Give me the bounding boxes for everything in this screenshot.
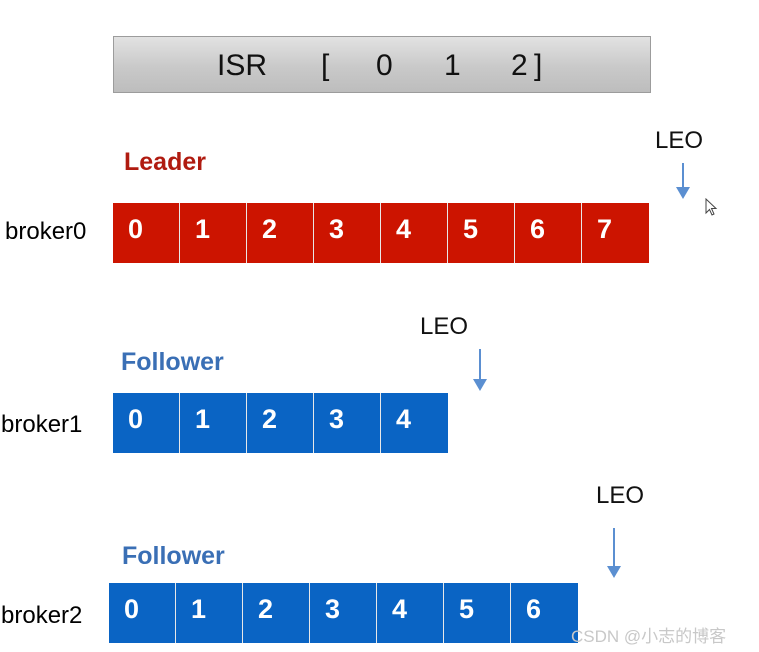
log-cell: 4 (377, 583, 444, 643)
follower2-leo-label: LEO (596, 482, 645, 509)
log-cell: 3 (314, 203, 381, 263)
isr-close-bracket: ] (534, 49, 543, 82)
follower1-role-label: Follower (121, 348, 224, 376)
broker1-label: broker1 (1, 411, 83, 438)
follower2-leo-arrow-icon (606, 528, 622, 578)
log-cell: 3 (314, 393, 381, 453)
log-cell: 6 (515, 203, 582, 263)
isr-member-2: 2 (511, 49, 528, 82)
log-cell: 2 (243, 583, 310, 643)
follower1-leo-arrow-icon (472, 349, 488, 391)
broker0-label: broker0 (5, 218, 87, 245)
log-cell: 1 (180, 393, 247, 453)
leader-leo-arrow-icon (675, 163, 691, 199)
broker2-label: broker2 (1, 602, 83, 629)
follower2-role-label: Follower (122, 542, 225, 570)
isr-label: ISR (217, 49, 268, 82)
broker1-log: 0 1 2 3 4 (113, 393, 448, 453)
log-cell: 3 (310, 583, 377, 643)
log-cell: 0 (113, 203, 180, 263)
leader-leo-label: LEO (655, 127, 704, 154)
broker0-log: 0 1 2 3 4 5 6 7 (113, 203, 649, 263)
log-cell: 7 (582, 203, 649, 263)
log-cell: 2 (247, 393, 314, 453)
mouse-cursor-icon (705, 198, 718, 216)
log-cell: 6 (511, 583, 578, 643)
log-cell: 2 (247, 203, 314, 263)
isr-member-0: 0 (376, 49, 393, 82)
broker2-log: 0 1 2 3 4 5 6 (109, 583, 578, 643)
watermark: CSDN @小志的博客 (571, 627, 727, 646)
follower1-leo-label: LEO (420, 313, 469, 340)
isr-member-1: 1 (444, 49, 461, 82)
log-cell: 1 (176, 583, 243, 643)
isr-open-bracket: [ (321, 49, 330, 82)
log-cell: 0 (109, 583, 176, 643)
log-cell: 1 (180, 203, 247, 263)
log-cell: 5 (448, 203, 515, 263)
log-cell: 4 (381, 203, 448, 263)
log-cell: 4 (381, 393, 448, 453)
log-cell: 0 (113, 393, 180, 453)
leader-role-label: Leader (124, 148, 206, 176)
isr-box: ISR [ 0 1 2 ] (113, 36, 651, 93)
log-cell: 5 (444, 583, 511, 643)
